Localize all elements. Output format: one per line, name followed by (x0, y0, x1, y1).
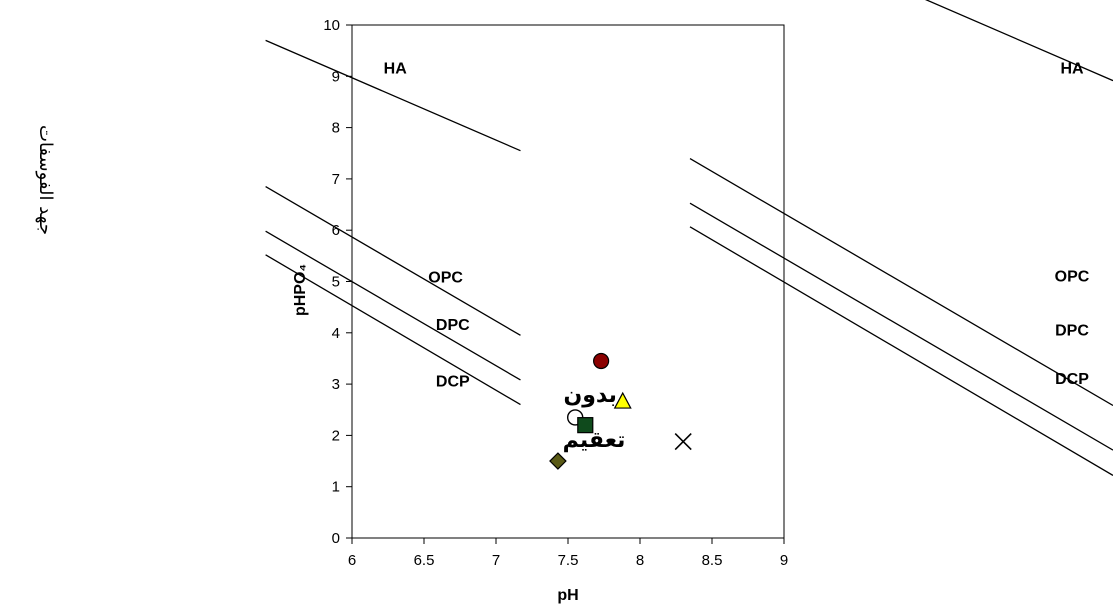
y-tick-label: 8 (332, 120, 340, 137)
reference-label-dpc: DPC (436, 317, 470, 334)
right-reference-label-dpc: DPC (1055, 322, 1089, 339)
data-point-circle (593, 352, 610, 370)
right-reference-label-opc: OPC (1055, 269, 1090, 286)
right-reference-line-dcp (689, 226, 1113, 476)
x-tick-label: 7 (492, 552, 500, 569)
right-reference-label-ha: HA (1060, 61, 1084, 78)
reference-line-opc (265, 186, 521, 336)
side-axis-label: جهد الفوسفات (35, 125, 56, 235)
annotation-label: بدون تعقيم (563, 383, 626, 453)
x-tick-label: 8 (636, 552, 644, 569)
reference-line-dpc (265, 230, 521, 381)
reference-label-ha: HA (384, 61, 408, 78)
data-point-triangle (613, 391, 632, 409)
reference-line-dcp (265, 254, 521, 406)
y-tick-label: 0 (332, 530, 340, 547)
x-tick-label: 6 (348, 552, 356, 569)
y-tick-label: 6 (332, 222, 340, 239)
annotation-line-1: بدون (563, 383, 616, 408)
right-reference-label-dcp: DCP (1055, 371, 1089, 388)
y-tick-label: 4 (332, 325, 340, 342)
y-tick-label: 2 (332, 427, 340, 444)
reference-label-opc: OPC (428, 270, 463, 287)
right-reference-line-ha (925, 0, 1113, 82)
annotation-line-2: تعقيم (563, 428, 626, 453)
right-reference-line-dpc (689, 202, 1113, 451)
reference-line-ha (265, 39, 521, 152)
x-tick-label: 7.5 (558, 552, 579, 569)
y-tick-label: 3 (332, 376, 340, 393)
y-axis-label: pHPO₄ (292, 264, 309, 316)
reference-label-dcp: DCP (436, 374, 470, 391)
x-tick-label: 8.5 (702, 552, 723, 569)
right-reference-line-opc (689, 158, 1113, 407)
y-tick-label: 1 (332, 479, 340, 496)
data-point-square (577, 417, 594, 434)
y-tick-label: 7 (332, 171, 340, 188)
y-tick-label: 9 (332, 68, 340, 85)
plot-area (351, 24, 785, 539)
y-tick-label: 5 (332, 274, 340, 291)
data-point-diamond (549, 452, 567, 470)
data-point-x (674, 432, 692, 451)
x-tick-label: 6.5 (414, 552, 435, 569)
x-tick-label: 9 (780, 552, 788, 569)
x-axis-label: pH (557, 587, 578, 604)
y-tick-label: 10 (323, 17, 340, 34)
